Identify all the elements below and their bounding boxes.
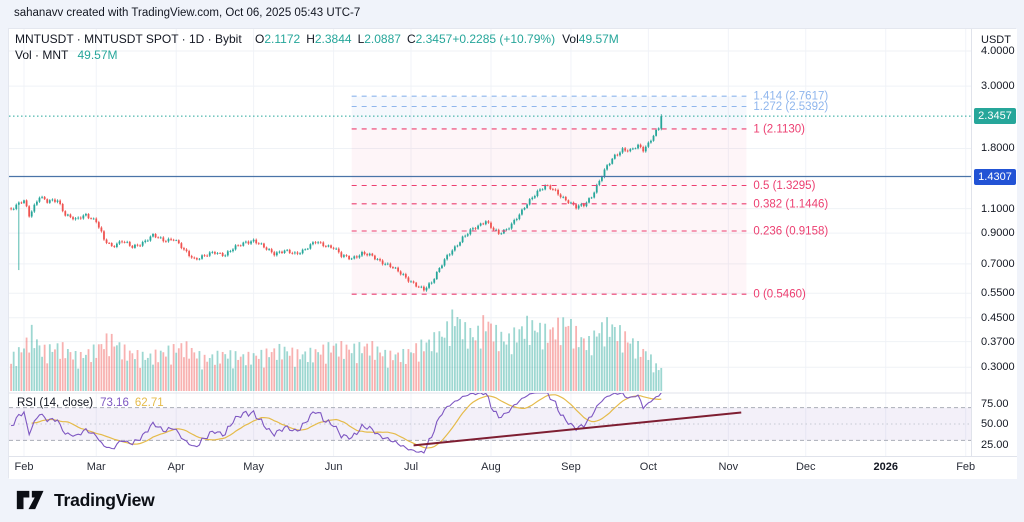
fib-label: 1 (2.1130) [753,123,805,135]
ohlc-values: O2.1172 H2.3844 L2.0887 C2.3457 [249,32,452,46]
candle-series[interactable] [10,114,663,292]
fib-label: 0.382 (1.1446) [753,198,828,210]
fib-label: 0.236 (0.9158) [753,226,828,238]
price-tick-label: 0.4500 [981,311,1015,324]
tradingview-logo-link[interactable]: TradingView [16,488,155,512]
ohlc-label: H [306,32,315,46]
rsi-value: 73.16 [100,397,129,409]
month-label: May [243,461,264,473]
fib-label: 1.272 (2.5392) [753,101,828,113]
fib-label: 1.414 (2.7617) [753,91,828,103]
month-label: Aug [481,461,501,473]
volume-value: 49.57M [578,32,619,46]
ohlc-label: O [255,32,265,46]
price-tick-label: 0.5500 [981,287,1015,300]
month-label: Mar [86,461,106,473]
price-tick-label: 1.8000 [981,142,1015,155]
volume-series [10,309,663,391]
hline-price-badge: 1.4307 [974,168,1016,185]
tradingview-logo-text: TradingView [54,489,155,510]
month-label: Nov [718,461,739,473]
axis-currency-label: USDT [981,34,1011,46]
ohlc-value: 2.1172 [264,32,301,46]
volume-label: Vol [562,32,579,46]
tradingview-logo-icon [16,490,44,510]
volume-study-legend: Vol · MNT 49.57M [15,48,619,63]
month-label: Jul [403,461,419,473]
time-axis[interactable]: Feb Mar Apr May Jun Jul Aug Sep Oct Nov Dec 2026 Feb [9,456,1017,479]
rsi-tick-label: 75.00 [981,397,1009,410]
month-label: Feb [956,461,976,473]
price-tick-label: 3.0000 [981,80,1015,93]
month-label: Jun [324,461,343,473]
price-tick-label: 1.1000 [981,202,1015,215]
price-tick-label: 0.7000 [981,257,1015,270]
rsi-title: RSI (14, close) [17,397,94,409]
month-label: Dec [795,461,816,473]
rsi-pane [9,393,971,454]
price-chart-canvas[interactable]: 1.414 (2.7617)1.272 (2.5392) 1 (2.1130) 0.… [9,29,971,456]
attribution-text: sahanavv created with TradingView.com, O… [14,7,361,19]
last-price-badge: 2.3457 [974,108,1016,125]
fib-label: 0.5 (1.3295) [753,180,815,192]
fib-label: 0 (0.5460) [753,289,806,301]
price-tick-label: 0.3700 [981,335,1015,348]
price-tick-label: 0.9000 [981,227,1015,240]
symbol-title: MNTUSDT · MNTUSDT SPOT · 1D · Bybit [15,32,242,46]
price-tick-label: 0.3000 [981,361,1015,374]
volume-study-title: Vol · MNT [15,48,69,62]
rsi-tick-label: 50.00 [981,418,1009,430]
price-axis[interactable]: USDT 2.3457 1.4307 4.0000 3.0000 1.8000 1.1… [971,29,1017,479]
ohlc-value: 2.0887 [364,32,401,46]
rsi-tick-label: 25.00 [981,438,1009,451]
month-label: 2026 [873,461,898,473]
ohlc-value: 2.3457 [415,32,453,46]
ohlc-label: L [357,32,365,46]
fib-bands [351,96,747,295]
rsi-legend: RSI (14, close) 73.16 62.71 [17,397,164,409]
month-label: Feb [14,461,34,473]
fib-retracement[interactable]: 1.414 (2.7617)1.272 (2.5392) 1 (2.1130) 0.… [351,91,829,301]
rsi-ma-value: 62.71 [134,397,164,409]
ohlc-value: 2.3844 [314,32,352,46]
footer: TradingView [0,478,1024,522]
price-tick-label: 4.0000 [981,45,1015,57]
month-label: Sep [561,461,581,473]
rsi-line [11,393,662,454]
rsi-ma-line [31,394,662,449]
month-label: Oct [639,461,657,473]
change-value: +0.2285 (+10.79%) [452,32,556,46]
symbol-legend: MNTUSDT · MNTUSDT SPOT · 1D · Bybit O2.1… [15,32,619,63]
volume-study-value: 49.57M [77,48,118,62]
month-label: Apr [167,461,185,473]
rsi-trendline[interactable] [413,411,742,447]
gridlines [9,29,971,456]
symbol-legend-row1: MNTUSDT · MNTUSDT SPOT · 1D · Bybit O2.1… [15,32,619,47]
chart-panel: 1.414 (2.7617) 1.272 (2.5392) 1 (2.1130) 0.… [8,28,1017,479]
ohlc-label: C [406,32,416,46]
